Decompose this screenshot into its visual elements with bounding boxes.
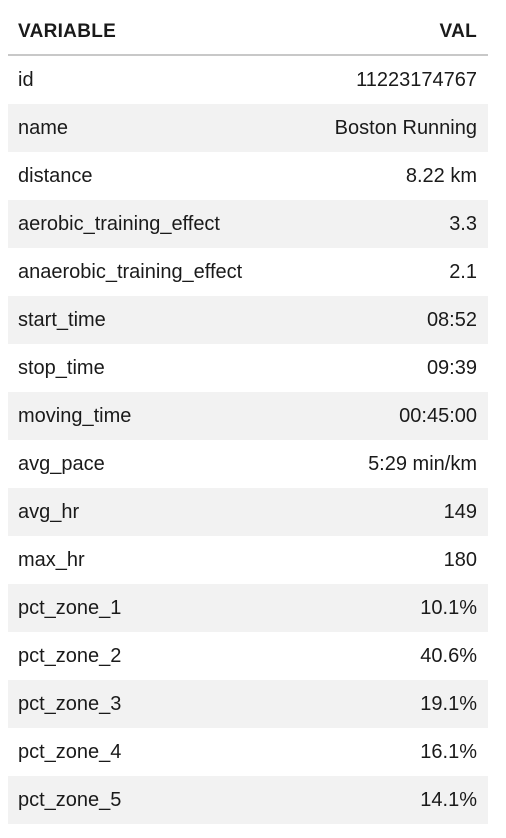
cell-variable: pct_zone_4 (18, 740, 122, 763)
cell-value: 16.1% (420, 740, 477, 763)
table-row-stop-time: stop_time 09:39 (8, 344, 488, 392)
cell-value: 14.1% (420, 788, 477, 811)
cell-variable: pct_zone_2 (18, 644, 122, 667)
cell-variable: avg_pace (18, 452, 105, 475)
cell-variable: id (18, 68, 34, 91)
cell-value: 2.1 (449, 260, 477, 283)
table-row-id: id 11223174767 (8, 56, 488, 104)
table-row-name: name Boston Running (8, 104, 488, 152)
table-row-moving-time: moving_time 00:45:00 (8, 392, 488, 440)
cell-variable: name (18, 116, 69, 139)
activity-table: VARIABLE VAL id 11223174767 name Boston … (8, 10, 488, 824)
cell-variable: max_hr (18, 548, 85, 571)
cell-value: 5:29 min/km (368, 452, 477, 475)
cell-variable: moving_time (18, 404, 132, 427)
cell-variable: pct_zone_1 (18, 596, 122, 619)
table-row-pct-zone-5: pct_zone_5 14.1% (8, 776, 488, 824)
header-value: VAL (439, 21, 477, 42)
table-row-avg-hr: avg_hr 149 (8, 488, 488, 536)
cell-variable: start_time (18, 308, 106, 331)
cell-value: Boston Running (334, 116, 477, 139)
cell-variable: anaerobic_training_effect (18, 260, 243, 283)
cell-value: 09:39 (426, 356, 477, 379)
cell-value: 40.6% (420, 644, 477, 667)
cell-value: 19.1% (420, 692, 477, 715)
table-row-max-hr: max_hr 180 (8, 536, 488, 584)
cell-variable: aerobic_training_effect (18, 212, 220, 235)
table-row-avg-pace: avg_pace 5:29 min/km (8, 440, 488, 488)
cell-value: 3.3 (449, 212, 477, 235)
cell-variable: pct_zone_3 (18, 692, 122, 715)
table-row-distance: distance 8.22 km (8, 152, 488, 200)
header-variable: VARIABLE (18, 21, 117, 42)
cell-value: 00:45:00 (399, 404, 477, 427)
table-header: VARIABLE VAL (8, 10, 488, 56)
table-row-start-time: start_time 08:52 (8, 296, 488, 344)
table-row-pct-zone-4: pct_zone_4 16.1% (8, 728, 488, 776)
cell-value: 149 (443, 500, 477, 523)
cell-variable: avg_hr (18, 500, 80, 523)
table-row-pct-zone-3: pct_zone_3 19.1% (8, 680, 488, 728)
cell-variable: stop_time (18, 356, 105, 379)
cell-variable: distance (18, 164, 93, 187)
table-row-pct-zone-1: pct_zone_1 10.1% (8, 584, 488, 632)
cell-value: 180 (443, 548, 477, 571)
cell-variable: pct_zone_5 (18, 788, 122, 811)
table-row-anaerobic-training-effect: anaerobic_training_effect 2.1 (8, 248, 488, 296)
table-row-pct-zone-2: pct_zone_2 40.6% (8, 632, 488, 680)
cell-value: 10.1% (420, 596, 477, 619)
table-row-aerobic-training-effect: aerobic_training_effect 3.3 (8, 200, 488, 248)
cell-value: 08:52 (426, 308, 477, 331)
cell-value: 11223174767 (356, 68, 477, 91)
cell-value: 8.22 km (405, 164, 477, 187)
